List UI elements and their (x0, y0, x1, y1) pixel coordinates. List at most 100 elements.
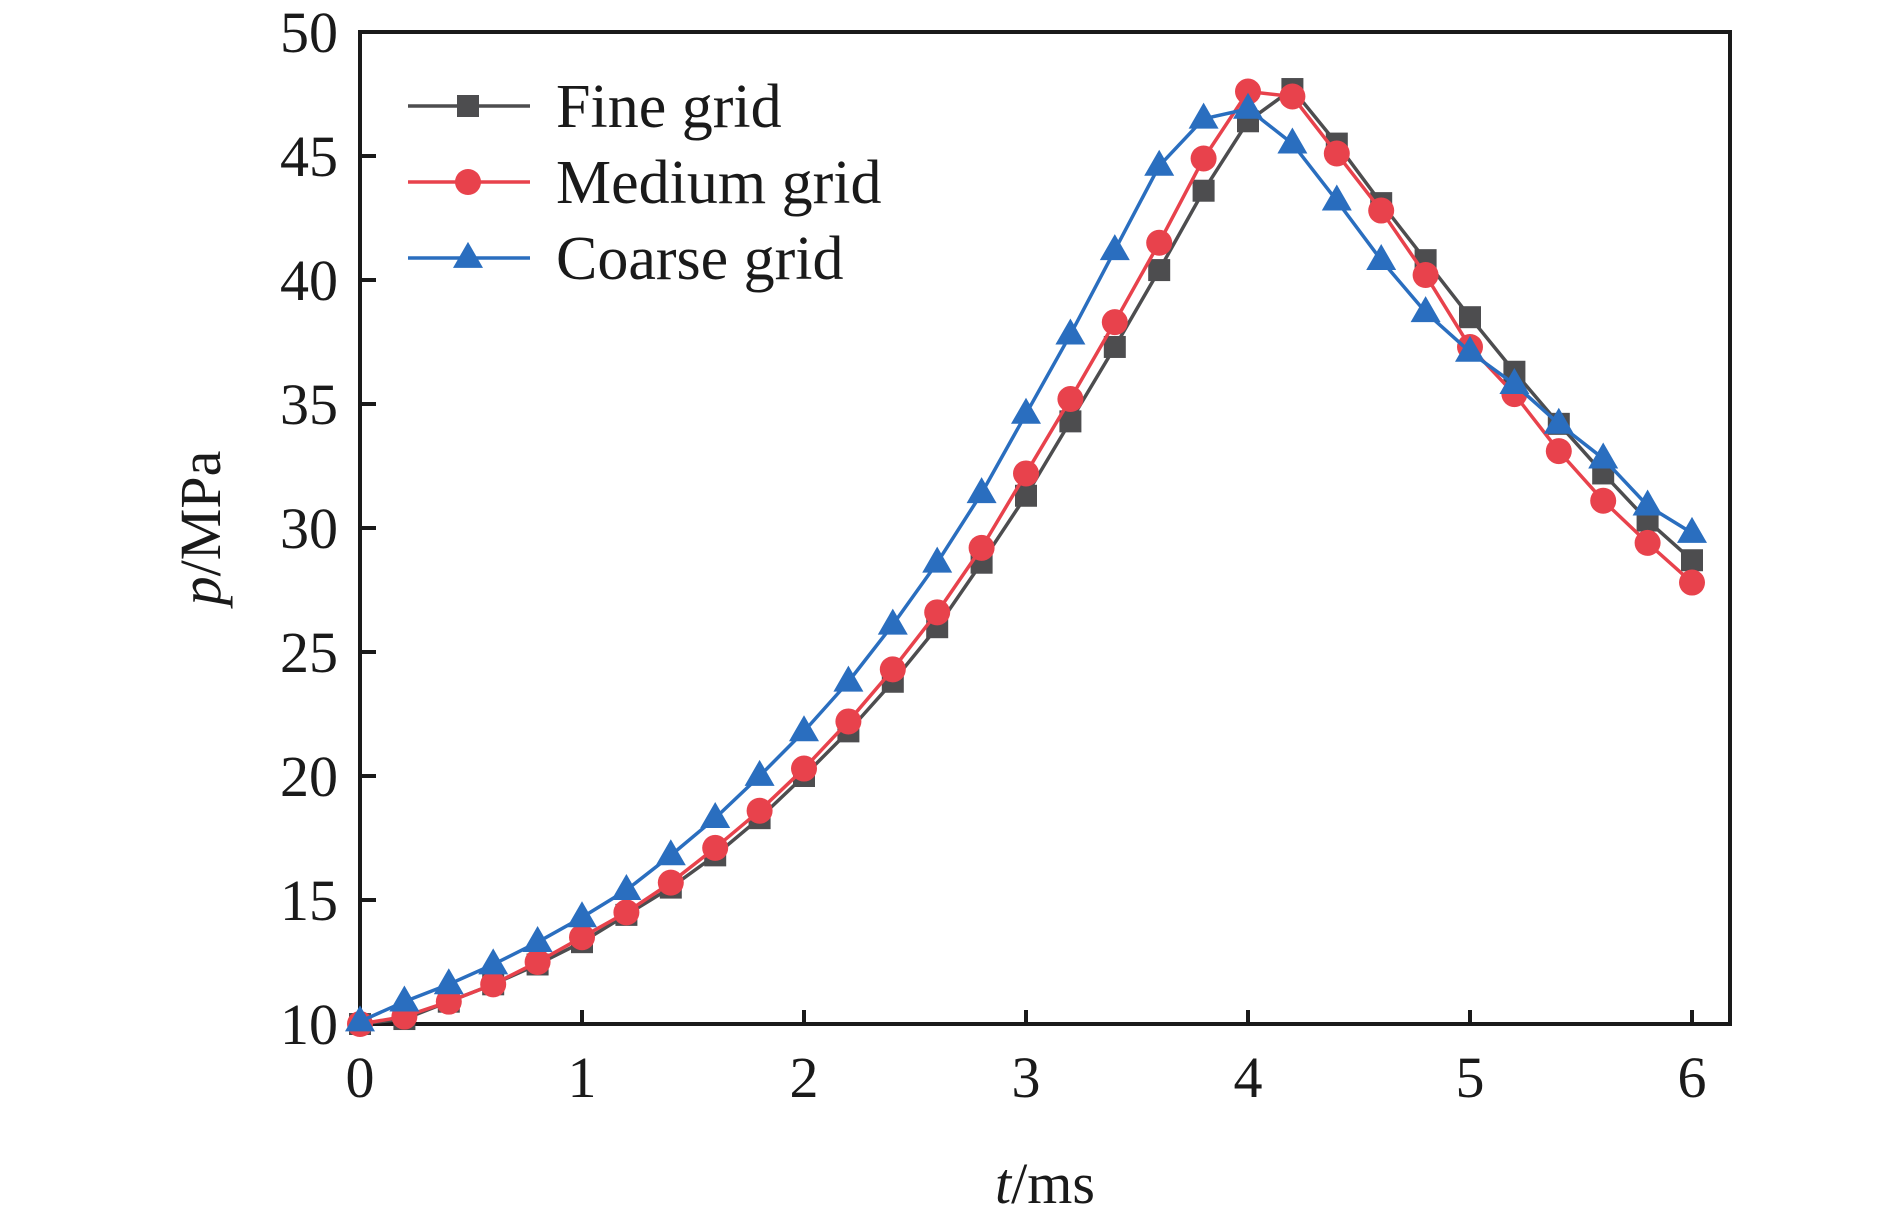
data-point-triangle (655, 839, 686, 866)
data-point-triangle (789, 715, 819, 742)
data-point-circle (702, 834, 729, 861)
data-point-triangle (922, 546, 953, 573)
series-layer (345, 78, 1707, 1037)
data-point-square (1681, 549, 1703, 572)
data-point-triangle (1055, 318, 1086, 345)
data-point-triangle (877, 608, 908, 635)
data-point-triangle (1011, 397, 1041, 424)
data-point-triangle (522, 926, 553, 953)
data-point-circle (835, 708, 862, 735)
x-tick-label: 1 (568, 1045, 597, 1110)
data-point-triangle (833, 665, 864, 692)
data-point-triangle (1144, 149, 1175, 176)
data-point-circle (1634, 529, 1661, 556)
x-axis-title-symbol: t (995, 1151, 1013, 1216)
data-point-triangle (1099, 234, 1130, 261)
data-point-circle (1590, 487, 1617, 514)
data-point-circle (791, 755, 817, 782)
data-point-triangle (611, 873, 642, 900)
x-axis-title-unit: /ms (1011, 1151, 1095, 1216)
data-point-circle (746, 797, 773, 824)
data-point-circle (657, 869, 684, 896)
data-point-triangle (433, 968, 464, 995)
data-point-circle (1323, 140, 1350, 167)
data-point-triangle (345, 1005, 375, 1032)
y-tick-label: 25 (280, 620, 338, 685)
data-point-triangle (1588, 442, 1619, 469)
data-point-circle (1279, 83, 1306, 110)
data-point-circle (1679, 569, 1705, 596)
data-point-circle (1412, 262, 1439, 289)
data-point-triangle (1233, 92, 1263, 119)
data-point-triangle (700, 802, 731, 829)
series-coarse-grid (345, 92, 1707, 1032)
legend-item: Medium grid (408, 149, 881, 217)
legend-label: Coarse grid (556, 225, 844, 293)
legend-marker-triangle (453, 241, 483, 268)
x-axis-title: t/ms (995, 1151, 1095, 1216)
y-axis-title: p/MPa (168, 451, 233, 610)
data-point-triangle (744, 759, 775, 786)
data-point-square (1148, 259, 1171, 282)
data-point-triangle (966, 477, 997, 504)
y-tick-label: 10 (280, 992, 338, 1057)
x-tick-label: 2 (790, 1045, 819, 1110)
data-point-triangle (1632, 489, 1663, 516)
legend-label: Fine grid (556, 73, 782, 141)
series-medium-grid (347, 78, 1705, 1037)
data-point-square (1459, 306, 1481, 329)
data-point-triangle (1321, 184, 1352, 211)
data-point-circle (1146, 229, 1173, 256)
data-point-triangle (1410, 296, 1441, 323)
x-tick-label: 5 (1456, 1045, 1485, 1110)
x-axis-ticks: 0 1 2 3 4 5 6 (346, 1010, 1707, 1110)
data-point-triangle (389, 985, 420, 1012)
legend-label: Medium grid (556, 149, 881, 217)
data-point-circle (924, 599, 951, 626)
data-point-triangle (567, 901, 597, 928)
x-tick-label: 4 (1234, 1045, 1263, 1110)
data-point-triangle (1455, 335, 1485, 362)
data-point-circle (569, 924, 595, 951)
data-point-circle (480, 971, 507, 998)
legend-item: Coarse grid (408, 225, 844, 293)
legend-marker-square (457, 95, 479, 117)
data-point-triangle (1499, 368, 1530, 395)
data-point-triangle (1366, 244, 1397, 271)
x-tick-label: 0 (346, 1045, 375, 1110)
y-tick-label: 30 (280, 496, 338, 561)
data-point-triangle (478, 948, 509, 975)
y-axis-title-symbol: p (168, 576, 233, 609)
data-point-square (1015, 484, 1037, 507)
data-point-square (1103, 335, 1126, 358)
data-point-circle (1057, 386, 1084, 413)
x-tick-label: 6 (1678, 1045, 1707, 1110)
data-point-square (1192, 179, 1215, 202)
data-point-circle (1013, 460, 1039, 487)
legend: Fine grid Medium grid Coarse grid (408, 73, 881, 293)
y-axis-title-unit: /MPa (168, 451, 233, 577)
data-point-circle (435, 988, 462, 1015)
y-axis-ticks: 10 15 20 25 30 35 40 45 50 (280, 0, 376, 1057)
y-tick-label: 35 (280, 372, 338, 437)
data-point-triangle (1543, 407, 1574, 434)
legend-item: Fine grid (408, 73, 782, 141)
data-point-circle (968, 534, 995, 561)
data-point-circle (613, 899, 640, 926)
data-point-circle (1368, 197, 1395, 224)
y-tick-label: 45 (280, 124, 338, 189)
legend-marker-circle (455, 169, 481, 195)
y-tick-label: 20 (280, 744, 338, 809)
data-point-circle (1235, 78, 1261, 105)
data-point-square (1059, 410, 1082, 433)
data-point-triangle (1277, 127, 1308, 154)
data-point-triangle (1188, 102, 1219, 129)
y-tick-label: 15 (280, 868, 338, 933)
data-point-circle (1190, 145, 1217, 172)
data-point-triangle (1677, 516, 1707, 543)
y-tick-label: 50 (280, 0, 338, 65)
data-point-circle (1545, 438, 1572, 465)
data-point-circle (1101, 309, 1128, 336)
y-tick-label: 40 (280, 248, 338, 313)
